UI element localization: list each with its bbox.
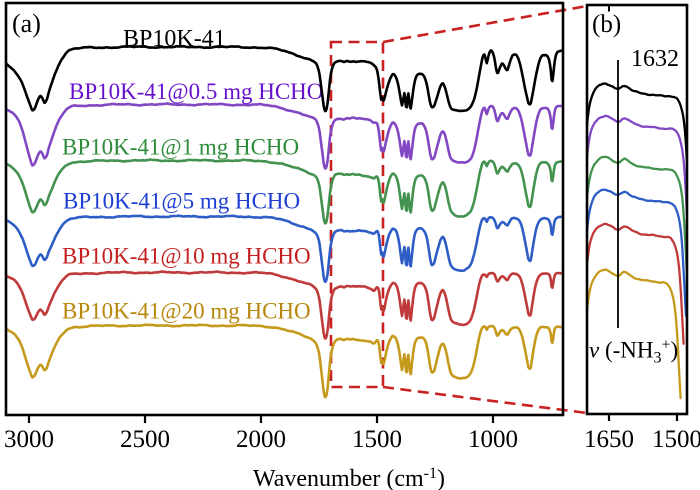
svg-text:1632: 1632 [631,46,679,72]
svg-text:1650: 1650 [584,426,634,453]
svg-text:BP10K-41@20 mg HCHO: BP10K-41@20 mg HCHO [62,299,311,324]
svg-text:(a): (a) [12,9,41,38]
svg-text:BP10K-41@10 mg HCHO: BP10K-41@10 mg HCHO [62,244,311,269]
svg-text:3000: 3000 [4,426,54,453]
svg-text:2000: 2000 [236,426,286,453]
svg-text:BP10K-41@5 mg HCHO: BP10K-41@5 mg HCHO [63,189,300,214]
svg-text:1000: 1000 [468,426,518,453]
svg-text:1500: 1500 [652,426,700,453]
svg-text:(b): (b) [592,11,621,38]
svg-text:1500: 1500 [352,426,402,453]
svg-text:Wavenumber (cm-1): Wavenumber (cm-1) [253,465,445,490]
svg-text:BP10K-41@0.5 mg HCHO: BP10K-41@0.5 mg HCHO [69,79,323,104]
svg-text:2500: 2500 [120,426,170,453]
svg-text:BP10K-41@1 mg HCHO: BP10K-41@1 mg HCHO [62,135,299,160]
